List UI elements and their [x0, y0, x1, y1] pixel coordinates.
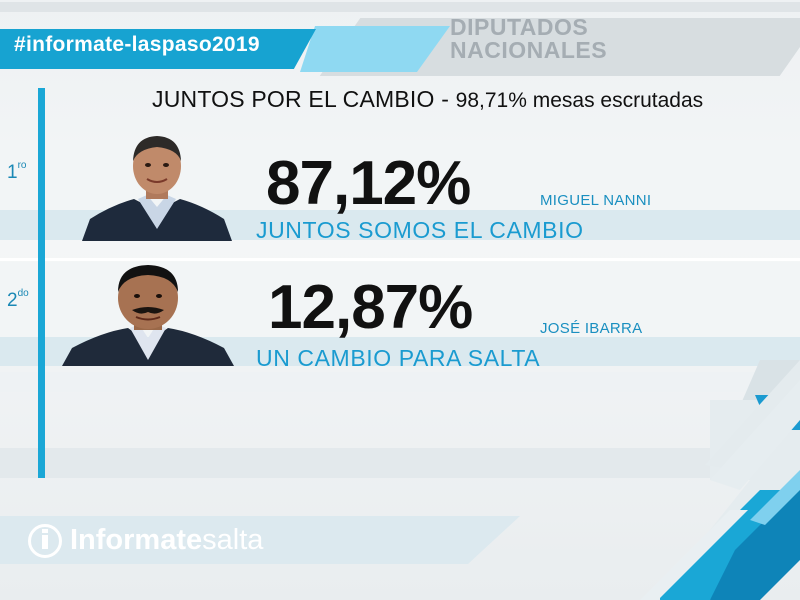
hashtag-label: #informate-laspaso2019	[14, 33, 260, 56]
rank-1-suffix: ro	[17, 160, 27, 171]
headline-main: JUNTOS POR EL CAMBIO -	[152, 86, 456, 112]
rank-2-suffix: do	[17, 288, 29, 299]
footer-logo-band	[0, 516, 520, 564]
rank-2: 2do	[7, 288, 29, 312]
section-title-line2: NACIONALES	[450, 37, 608, 63]
result-1-percentage: 87,12%	[266, 149, 471, 218]
result-2-percentage: 12,87%	[268, 273, 473, 342]
party-2-name: UN CAMBIO PARA SALTA	[256, 345, 541, 371]
section-title-line1: DIPUTADOS	[450, 14, 589, 40]
candidate-1-photo	[82, 133, 232, 241]
info-icon	[28, 524, 62, 558]
hashtag-banner	[0, 29, 316, 69]
logo-bold-text: Informate	[70, 524, 203, 556]
rank-1: 1ro	[7, 160, 27, 184]
headline-sub: 98,71% mesas escrutadas	[455, 89, 704, 112]
row-divider	[0, 258, 800, 261]
top-decor-band	[0, 2, 800, 12]
candidate-1-name: MIGUEL NANNI	[540, 192, 652, 209]
footer-logo: Informatesalta	[70, 524, 263, 557]
vertical-accent-line	[38, 88, 45, 478]
empty-row-band	[0, 372, 800, 392]
logo-light-text: salta	[202, 524, 264, 556]
candidate-2-photo	[62, 262, 234, 366]
rank-1-number: 1	[7, 162, 18, 183]
candidate-2-name: JOSÉ IBARRA	[540, 320, 643, 337]
headline: JUNTOS POR EL CAMBIO - 98,71% mesas escr…	[152, 86, 703, 113]
rank-2-number: 2	[7, 290, 18, 311]
section-title: DIPUTADOS NACIONALES	[450, 16, 607, 62]
diagonal-decor	[640, 360, 800, 600]
party-1-name: JUNTOS SOMOS EL CAMBIO	[256, 217, 584, 243]
empty-row-band-2	[0, 448, 800, 478]
